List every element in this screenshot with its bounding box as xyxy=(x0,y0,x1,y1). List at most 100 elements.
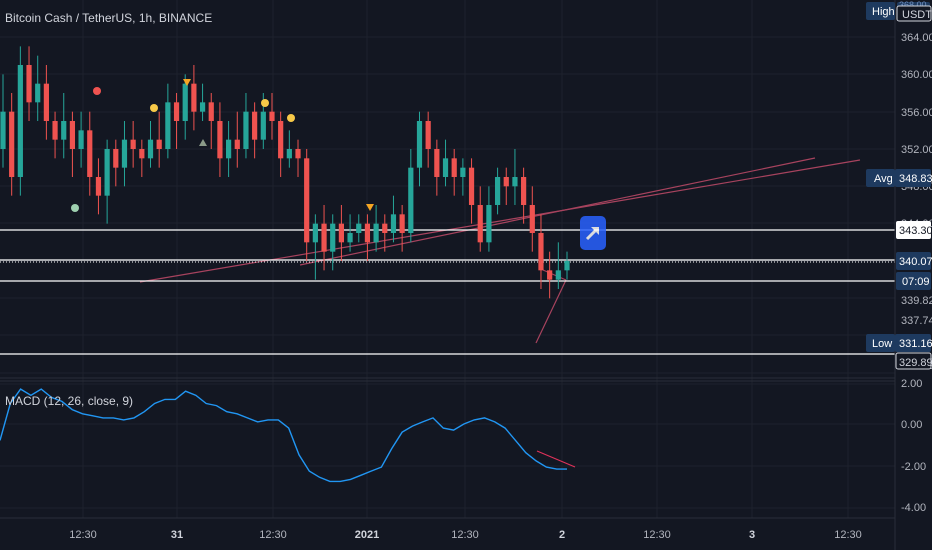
candle-body xyxy=(113,148,119,168)
current-price-box xyxy=(896,252,931,270)
candle-body xyxy=(373,223,379,243)
candle-body xyxy=(52,120,58,140)
candle-body xyxy=(321,223,327,252)
currency-box xyxy=(896,5,932,22)
candle-body xyxy=(61,120,67,140)
level-value-box xyxy=(896,221,931,239)
currency-label: USDT xyxy=(902,9,932,21)
signal-markers xyxy=(71,79,374,212)
candle-body xyxy=(486,204,492,243)
candle-body xyxy=(199,102,206,112)
candle-body xyxy=(104,148,110,196)
grid xyxy=(0,0,895,518)
candle-body xyxy=(147,139,154,159)
candle-body xyxy=(278,120,284,159)
avg-value-box xyxy=(895,169,931,187)
candle-body xyxy=(529,204,535,233)
trendlines xyxy=(139,157,861,344)
arrow-up-right-icon[interactable] xyxy=(580,216,606,250)
candle-body xyxy=(95,176,102,196)
high-label: High xyxy=(872,6,895,18)
macd-title[interactable]: MACD (12, 26, close, 9) xyxy=(5,394,134,408)
symbol-title[interactable]: Bitcoin Cash / TetherUS, 1h, BINANCE xyxy=(5,11,213,25)
candle-body xyxy=(78,130,84,149)
candle-body xyxy=(130,139,136,149)
marker-dot-teal xyxy=(71,204,79,212)
candle-body xyxy=(208,102,214,121)
candle-body xyxy=(191,83,197,112)
candle-body xyxy=(356,223,362,233)
price-tick: 337.74 xyxy=(901,315,932,327)
candle-body xyxy=(390,214,397,233)
candle-body xyxy=(564,260,570,271)
candle-body xyxy=(312,223,318,243)
trendline-lower xyxy=(139,159,861,283)
time-tick: 12:30 xyxy=(451,529,479,541)
macd-tick: 2.00 xyxy=(901,378,922,390)
candle-body xyxy=(338,223,344,243)
candle-body xyxy=(35,83,41,103)
time-tick: 2 xyxy=(559,529,565,541)
trendline-drop-1 xyxy=(535,279,567,344)
candle-body xyxy=(9,111,15,177)
macd-tick: -4.00 xyxy=(901,502,926,514)
candle-body xyxy=(286,148,292,159)
low-value-label: 331.16 xyxy=(899,338,932,350)
countdown-box xyxy=(896,272,931,290)
time-tick: 12:30 xyxy=(259,529,287,541)
candlesticks xyxy=(0,46,570,299)
countdown-label: 07:09 xyxy=(902,276,930,288)
marker-triangle-down-1 xyxy=(183,79,191,86)
avg-value-label: 348.83 xyxy=(899,173,932,185)
low-label: Low xyxy=(872,338,892,350)
candle-body xyxy=(555,270,561,280)
price-tick: 339.82 xyxy=(901,295,932,307)
low-level-label: 329.89 xyxy=(899,357,932,369)
macd-line xyxy=(0,388,567,483)
time-axis[interactable]: 12:30 31 12:30 2021 12:30 2 12:30 3 12:30 xyxy=(69,529,862,541)
high-value-label: 368.00 xyxy=(899,0,927,10)
marker-dot-yellow-2 xyxy=(261,99,269,107)
horizontal-levels xyxy=(0,229,895,355)
marker-triangle-up xyxy=(199,139,207,146)
candle-body xyxy=(173,102,180,121)
marker-dot-red xyxy=(93,87,101,95)
candle-body xyxy=(269,111,275,121)
current-price-label: 340.07 xyxy=(899,256,932,268)
trendline-drop-2 xyxy=(542,269,567,281)
low-value-box xyxy=(895,334,931,352)
price-tick: 352.00 xyxy=(901,144,932,156)
price-axis[interactable]: 364.00360.00356.00352.00348.00344.00339.… xyxy=(901,32,932,372)
candle-body xyxy=(156,139,162,149)
candle-body xyxy=(17,64,23,177)
macd-tick: 0.00 xyxy=(901,419,922,431)
marker-dot-yellow-1 xyxy=(150,104,158,112)
avg-label: Avg xyxy=(874,173,893,185)
candle-body xyxy=(87,130,93,177)
candle-body xyxy=(69,120,76,149)
candle-body xyxy=(304,158,310,243)
candle-body xyxy=(347,232,353,243)
candle-body xyxy=(217,120,223,159)
avg-label-box xyxy=(866,169,895,187)
time-tick: 2021 xyxy=(355,529,379,541)
time-tick: 12:30 xyxy=(834,529,862,541)
candle-body xyxy=(399,214,405,233)
candle-body xyxy=(416,120,423,168)
macd-axis[interactable]: 2.00 0.00 -2.00 -4.00 xyxy=(901,378,926,514)
price-tick: 364.00 xyxy=(901,32,932,44)
low-label-box xyxy=(866,334,895,352)
candle-body xyxy=(43,83,49,121)
candle-body xyxy=(538,232,544,271)
candle-body xyxy=(234,139,240,149)
candle-body xyxy=(364,223,371,243)
candle-body xyxy=(547,270,553,280)
candle-body xyxy=(408,167,414,233)
level-value-label: 343.30 xyxy=(899,225,932,237)
high-label-box xyxy=(866,2,895,20)
candle-body xyxy=(382,223,388,233)
candle-body xyxy=(139,148,145,159)
candle-body xyxy=(226,139,232,159)
